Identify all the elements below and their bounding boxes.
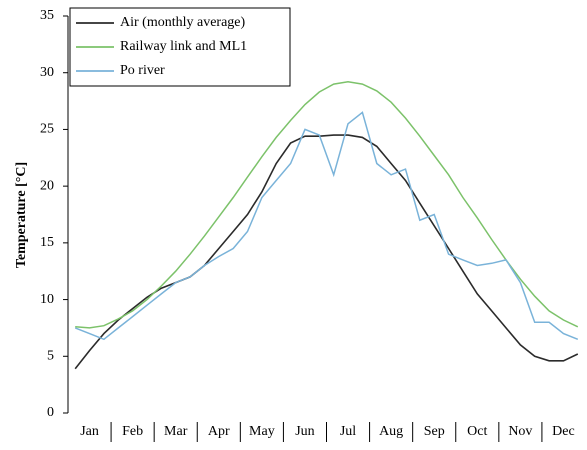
x-tick-label: Jul <box>340 424 356 439</box>
x-tick-label: Jun <box>295 424 314 439</box>
x-tick-label: Mar <box>164 424 188 439</box>
x-tick-label: Sep <box>424 424 445 439</box>
x-tick-label: Dec <box>552 424 575 439</box>
series-line <box>74 111 579 341</box>
x-tick-label: Nov <box>508 424 532 439</box>
x-tick-label: Apr <box>208 424 230 439</box>
series-line <box>74 134 579 370</box>
x-tick-label: Aug <box>379 424 403 439</box>
legend-label: Po river <box>120 63 165 78</box>
y-tick-label: 25 <box>40 122 54 137</box>
x-tick-label: Jan <box>80 424 99 439</box>
y-tick-label: 35 <box>40 8 54 23</box>
x-tick-label: Oct <box>467 424 487 439</box>
y-tick-label: 0 <box>47 405 54 420</box>
series-line <box>75 81 579 329</box>
y-tick-label: 20 <box>40 178 54 193</box>
y-axis-label: Temperature [°C] <box>14 162 29 268</box>
x-tick-label: May <box>249 424 275 439</box>
legend-label: Railway link and ML1 <box>120 39 247 54</box>
y-tick-label: 15 <box>40 235 54 250</box>
x-tick-label: Feb <box>122 424 143 439</box>
y-tick-label: 10 <box>40 292 54 307</box>
y-tick-label: 5 <box>47 349 54 364</box>
y-tick-label: 30 <box>40 65 54 80</box>
legend-label: Air (monthly average) <box>120 15 246 30</box>
